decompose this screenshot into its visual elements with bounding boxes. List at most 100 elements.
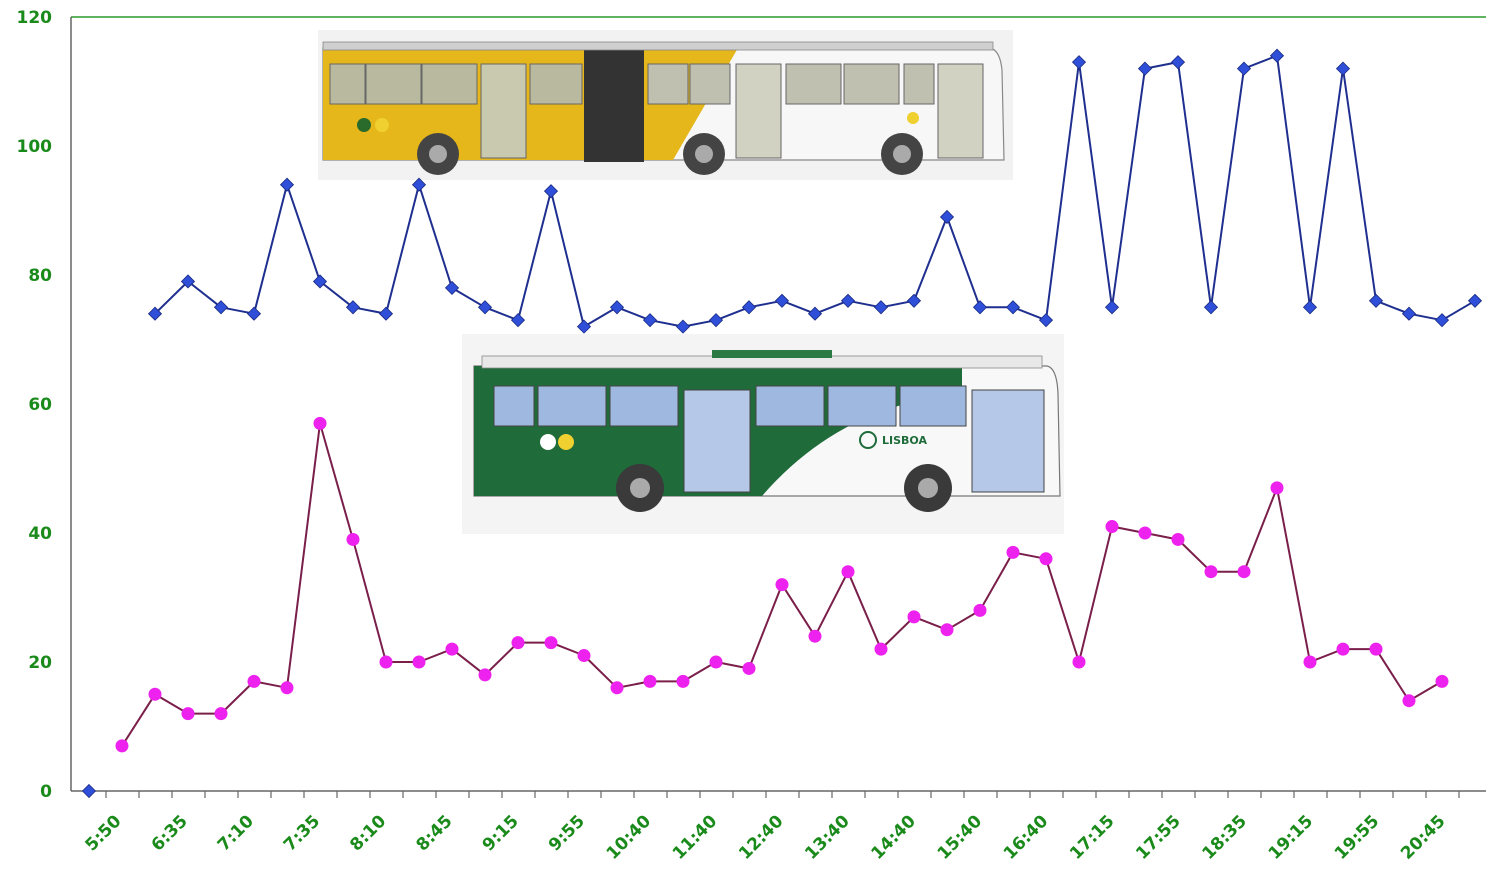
data-point: [1203, 300, 1219, 315]
y-tick: 80: [28, 266, 52, 286]
x-tick: 9:15: [479, 811, 523, 855]
data-point: [1368, 293, 1384, 308]
x-tick: 8:10: [346, 811, 390, 855]
y-tick-label: 20: [28, 653, 52, 673]
x-tick: 19:55: [1331, 811, 1383, 863]
x-tick-label: 12:40: [735, 811, 788, 864]
data-point: [1171, 532, 1185, 546]
data-point: [379, 655, 393, 669]
x-tick-label: 18:35: [1199, 811, 1251, 863]
y-tick: 20: [28, 653, 52, 673]
x-tick-label: 16:40: [1000, 811, 1053, 864]
data-point: [972, 300, 988, 315]
x-tick: 8:45: [412, 811, 456, 855]
data-point: [675, 319, 691, 334]
y-tick: 0: [40, 782, 52, 802]
data-point: [1369, 642, 1383, 656]
data-point: [1204, 565, 1218, 579]
data-point: [148, 687, 162, 701]
x-tick: 20:45: [1397, 811, 1449, 863]
x-tick: 7:35: [280, 811, 324, 855]
data-point: [973, 603, 987, 617]
data-point: [577, 649, 591, 663]
x-tick-label: 11:40: [669, 811, 722, 864]
data-point: [1302, 300, 1318, 315]
data-point: [1401, 306, 1417, 321]
data-point: [313, 416, 327, 430]
data-point: [180, 274, 196, 289]
data-point: [346, 532, 360, 546]
data-point: [807, 306, 823, 321]
data-point: [1303, 655, 1317, 669]
x-tick: 10:40: [603, 811, 656, 864]
x-tick-label: 9:55: [545, 811, 589, 855]
data-point: [445, 642, 459, 656]
green-bus-image: LISBOA: [462, 334, 1064, 534]
data-point: [907, 610, 921, 624]
data-point: [874, 642, 888, 656]
data-point: [1138, 526, 1152, 540]
data-point: [1236, 61, 1252, 76]
y-tick-label: 60: [28, 395, 52, 415]
x-tick: 17:15: [1066, 811, 1118, 863]
data-point: [411, 177, 427, 192]
x-tick: 9:55: [545, 811, 589, 855]
x-tick-label: 9:15: [479, 811, 523, 855]
data-point: [1435, 674, 1449, 688]
x-tick-label: 10:40: [603, 811, 656, 864]
data-point: [1039, 552, 1053, 566]
data-point: [345, 300, 361, 315]
data-point: [808, 629, 822, 643]
data-point: [576, 319, 592, 334]
data-point: [1269, 48, 1285, 63]
series-1: [81, 48, 1483, 799]
data-point: [1038, 313, 1054, 328]
data-point: [1105, 520, 1119, 534]
x-tick: 14:40: [868, 811, 921, 864]
x-tick-label: 19:15: [1265, 811, 1317, 863]
data-point: [213, 300, 229, 315]
articulated-bus-image: [318, 30, 1013, 180]
data-point: [709, 655, 723, 669]
green-bus-livery-text: LISBOA: [882, 434, 927, 447]
x-tick-label: 20:45: [1397, 811, 1449, 863]
data-point: [543, 184, 559, 199]
x-tick: 16:40: [1000, 811, 1053, 864]
series-2: [115, 416, 1449, 753]
data-point: [775, 578, 789, 592]
y-tick-label: 80: [28, 266, 52, 286]
x-tick: 18:35: [1199, 811, 1251, 863]
x-tick: 13:40: [801, 811, 854, 864]
y-tick: 120: [17, 8, 53, 28]
data-point: [280, 681, 294, 695]
data-point: [1170, 55, 1186, 70]
y-tick-label: 100: [17, 137, 53, 157]
data-point: [378, 306, 394, 321]
data-point: [873, 300, 889, 315]
y-tick: 60: [28, 395, 52, 415]
x-tick: 6:35: [148, 811, 192, 855]
data-point: [511, 636, 525, 650]
y-tick-label: 120: [17, 8, 53, 28]
data-point: [609, 300, 625, 315]
data-point: [510, 313, 526, 328]
x-tick-label: 15:40: [934, 811, 987, 864]
data-point: [115, 739, 129, 753]
data-point: [147, 306, 163, 321]
data-point: [940, 623, 954, 637]
data-point: [444, 280, 460, 295]
x-tick-label: 14:40: [868, 811, 921, 864]
data-point: [840, 293, 856, 308]
x-tick-label: 17:55: [1132, 811, 1184, 863]
data-point: [81, 783, 97, 799]
data-point: [246, 306, 262, 321]
x-tick-label: 19:55: [1331, 811, 1383, 863]
x-tick: 15:40: [934, 811, 987, 864]
data-point: [676, 674, 690, 688]
data-point: [412, 655, 426, 669]
x-tick-label: 17:15: [1066, 811, 1118, 863]
y-tick-label: 0: [40, 782, 52, 802]
data-point: [906, 293, 922, 308]
data-point: [643, 674, 657, 688]
